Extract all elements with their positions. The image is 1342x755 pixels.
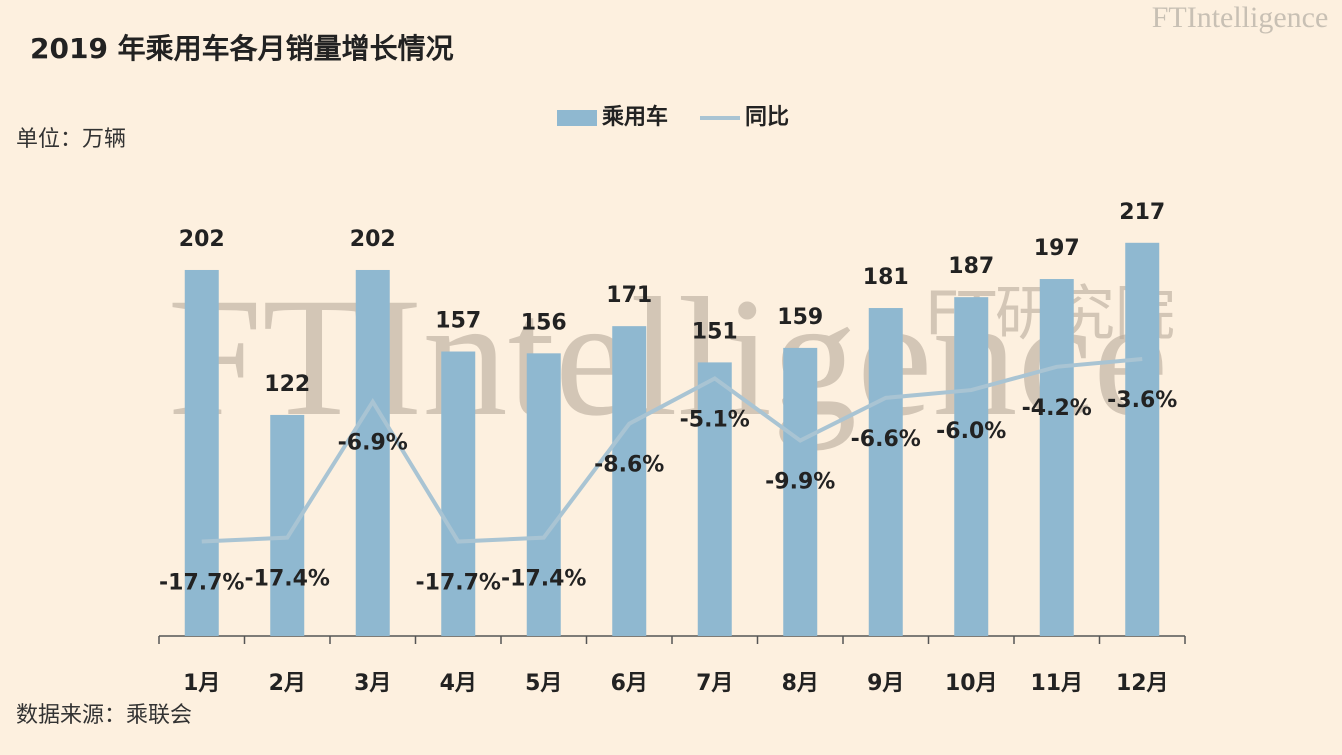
x-tick-label: 2月	[269, 671, 306, 696]
bar-value-label: 202	[179, 227, 225, 252]
bar-value-label: 151	[692, 319, 738, 344]
line-value-label: -6.9%	[338, 431, 408, 456]
line-value-label: -6.6%	[851, 427, 921, 452]
bar	[526, 353, 561, 636]
bar	[1039, 279, 1074, 636]
line-value-label: -4.2%	[1022, 396, 1092, 421]
bar-value-label: 157	[435, 309, 481, 334]
bar-value-label: 122	[264, 372, 310, 397]
x-tick-label: 10月	[945, 671, 998, 696]
x-tick-label: 5月	[525, 671, 562, 696]
bar	[697, 362, 732, 636]
line-value-label: -17.7%	[416, 571, 501, 596]
line-value-label: -17.7%	[159, 571, 244, 596]
x-tick-label: 4月	[440, 671, 477, 696]
line-value-label: -6.0%	[936, 419, 1006, 444]
bar	[954, 297, 989, 636]
bar-value-label: 217	[1119, 200, 1165, 225]
line-value-label: -9.9%	[765, 470, 835, 495]
source-note: 数据来源：乘联会	[16, 703, 192, 728]
bar-value-label: 197	[1034, 236, 1080, 261]
bar	[1125, 242, 1160, 636]
x-tick-label: 3月	[354, 671, 391, 696]
bar	[868, 308, 903, 636]
line-value-label: -3.6%	[1107, 388, 1177, 413]
bar-value-label: 187	[948, 254, 994, 279]
watermark: FTIntelligence	[168, 263, 1169, 451]
logo: FTIntelligence	[1152, 1, 1329, 34]
bar-value-label: 156	[521, 310, 567, 335]
chart-title: 2019 年乘用车各月销量增长情况	[30, 32, 454, 65]
bar-value-label: 171	[606, 283, 652, 308]
line	[201, 357, 1143, 544]
bar	[270, 414, 305, 636]
x-tick-label: 12月	[1116, 671, 1169, 696]
legend-label: 同比	[745, 105, 789, 130]
bar-value-label: 181	[863, 265, 909, 290]
x-tick-label: 6月	[611, 671, 648, 696]
x-tick-label: 8月	[782, 671, 819, 696]
x-tick-label: 1月	[183, 671, 220, 696]
bar-value-label: 159	[777, 305, 823, 330]
bar	[355, 269, 390, 636]
x-tick-label: 11月	[1030, 671, 1083, 696]
bar-value-label: 202	[350, 227, 396, 252]
bar	[184, 269, 219, 636]
unit-label: 单位：万辆	[16, 127, 126, 152]
bar	[612, 326, 647, 636]
x-tick-label: 9月	[867, 671, 904, 696]
bar	[441, 351, 476, 636]
bar	[783, 347, 818, 636]
line-value-label: -17.4%	[501, 567, 586, 592]
line-value-label: -17.4%	[245, 567, 330, 592]
legend-swatch	[557, 110, 597, 126]
legend-label: 乘用车	[601, 104, 668, 130]
line-value-label: -5.1%	[680, 407, 750, 432]
line-value-label: -8.6%	[594, 453, 664, 478]
x-tick-label: 7月	[696, 671, 733, 696]
